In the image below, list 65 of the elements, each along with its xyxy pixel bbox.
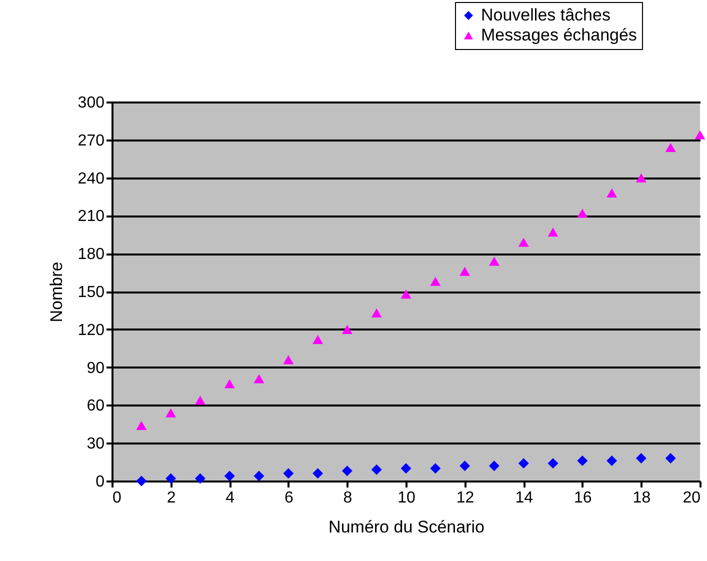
legend-label: Messages échangés [481, 26, 637, 44]
point [488, 460, 500, 472]
x-tick-label: 4 [226, 490, 235, 506]
point [166, 408, 176, 418]
point [488, 256, 500, 266]
point [224, 470, 235, 482]
point [254, 470, 264, 482]
point [136, 476, 147, 486]
point [460, 460, 470, 472]
point [371, 308, 382, 318]
point [548, 458, 558, 469]
y-tick-label: 60 [86, 398, 105, 415]
point [400, 289, 412, 299]
x-tick-label: 2 [166, 490, 176, 506]
point [577, 208, 588, 218]
x-tick-label: 20 [682, 490, 701, 506]
x-tick-label: 18 [632, 490, 651, 506]
point [548, 228, 558, 237]
x-tick-label: 12 [456, 490, 474, 506]
y-tick-label: 270 [78, 132, 105, 150]
y-tick-label: 300 [78, 94, 105, 112]
point [342, 324, 352, 334]
point [430, 276, 441, 286]
point [312, 468, 324, 479]
point [400, 463, 412, 474]
y-tick-label: 0 [96, 474, 105, 490]
x-tick-label: 6 [284, 490, 294, 506]
point [665, 142, 676, 152]
point [694, 130, 706, 140]
x-tick-label: 8 [343, 490, 352, 506]
x-axis-title: Numéro du Scénario [328, 518, 484, 536]
point [606, 456, 618, 466]
y-tick-label: 90 [86, 360, 105, 377]
y-tick-label: 210 [78, 208, 105, 226]
point [194, 396, 206, 405]
y-tick-label: 240 [78, 170, 105, 188]
point [518, 238, 529, 247]
point [283, 468, 294, 479]
y-tick-label: 180 [78, 246, 105, 264]
point [136, 420, 147, 430]
legend-label: Nouvelles tâches [481, 6, 610, 24]
point [283, 355, 294, 364]
point [460, 266, 470, 276]
point [577, 456, 588, 466]
point [636, 173, 646, 182]
y-tick-label: 30 [86, 436, 105, 453]
x-tick-label: 16 [574, 490, 592, 506]
point [606, 188, 618, 198]
point [430, 463, 441, 474]
point [224, 379, 235, 388]
x-tick-label: 10 [398, 490, 416, 506]
x-tick-label: 0 [112, 490, 122, 506]
x-tick-label: 14 [515, 490, 534, 506]
y-tick-label: 150 [78, 284, 105, 301]
point [665, 453, 676, 464]
point [636, 453, 646, 464]
point [254, 374, 264, 384]
point [166, 473, 176, 484]
point [371, 464, 382, 475]
point [342, 466, 352, 476]
point [312, 334, 324, 344]
point [194, 473, 206, 484]
y-tick-label: 120 [78, 322, 105, 339]
point [518, 458, 529, 469]
y-axis-title: Nombre [46, 262, 66, 322]
